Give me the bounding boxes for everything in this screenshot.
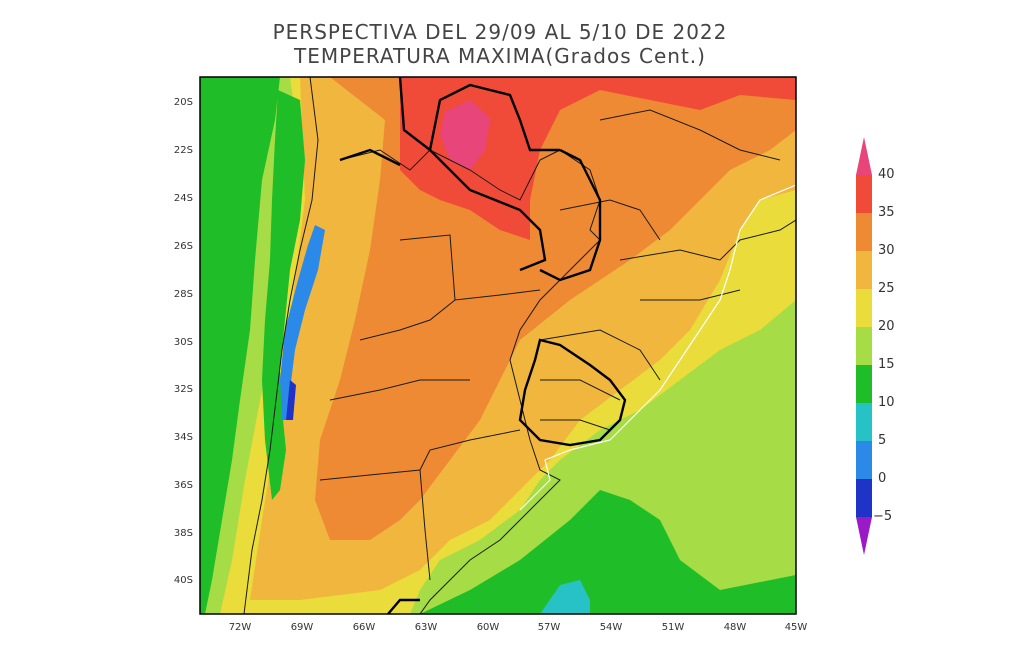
province-borders [243,77,796,614]
colorbar-segment [856,365,872,403]
lon-tick: 72W [229,622,252,633]
colorbar-label: 25 [878,281,895,296]
lon-tick: 57W [538,622,561,633]
colorbar-segment [856,213,872,251]
colorbar-label: 30 [878,243,895,258]
country-borders [339,77,627,614]
coastline [519,184,796,511]
lon-tick: 69W [291,622,314,633]
colorbar-label: 0 [878,471,886,486]
colorbar-segment [856,441,872,479]
lat-tick: 34S [174,432,193,443]
lon-tick: 51W [662,622,685,633]
lat-tick: 38S [174,528,193,539]
lon-tick: 60W [477,622,500,633]
lat-tick: 36S [174,480,193,491]
lat-tick: 22S [174,145,193,156]
colorbar-segment [856,479,872,517]
lon-tick: 54W [600,622,623,633]
lon-tick: 45W [785,622,808,633]
colorbar-top-arrow [856,137,872,175]
lon-tick: 63W [415,622,438,633]
lat-axis: 20S 22S 24S 26S 28S 30S 32S 34S 36S 38S … [174,97,193,586]
colorbar-label: 35 [878,205,895,220]
colorbar-segment [856,403,872,441]
lat-tick: 28S [174,289,193,300]
colorbar-label: 5 [878,433,886,448]
colorbar-segment [856,175,872,213]
lon-axis: 72W 69W 66W 63W 60W 57W 54W 51W 48W 45W [229,622,808,633]
colorbar-segment [856,289,872,327]
lat-tick: 40S [174,575,193,586]
colorbar-segment [856,251,872,289]
lat-tick: 30S [174,337,193,348]
map-subtitle: TEMPERATURA MAXIMA(Grados Cent.) [294,44,706,68]
lat-tick: 20S [174,97,193,108]
colorbar-label: 40 [878,167,895,182]
lon-tick: 48W [724,622,747,633]
lat-tick: 24S [174,193,193,204]
map-frame [199,76,797,615]
lat-tick: 32S [174,384,193,395]
colorbar-segment [856,327,872,365]
map-title: PERSPECTIVA DEL 29/09 AL 5/10 DE 2022 [272,20,728,44]
lat-tick: 26S [174,241,193,252]
colorbar-label: −5 [873,509,892,524]
colorbar: 40 35 30 25 20 15 10 5 0 −5 [856,137,895,555]
map-field [200,77,796,614]
colorbar-label: 10 [878,395,895,410]
colorbar-label: 20 [878,319,895,334]
colorbar-bottom-arrow [856,517,872,555]
colorbar-label: 15 [878,357,895,372]
lon-tick: 66W [353,622,376,633]
